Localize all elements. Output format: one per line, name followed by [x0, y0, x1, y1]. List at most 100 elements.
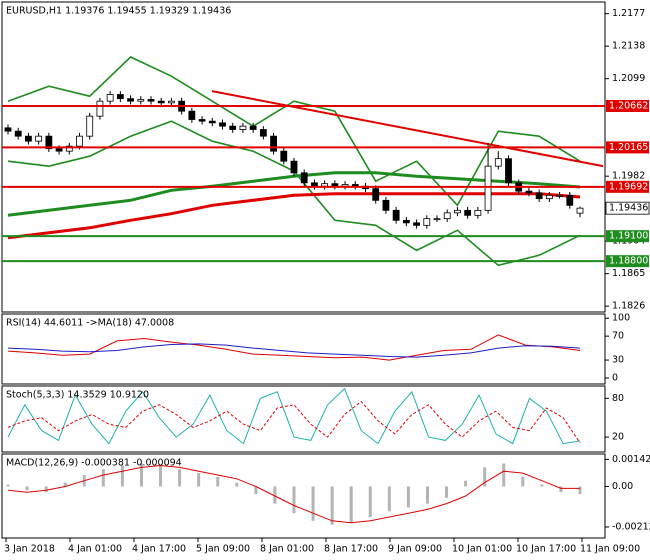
y-tick-label: 0.00142 [612, 454, 650, 465]
level-label-box [606, 230, 649, 243]
candle-body [157, 100, 165, 104]
candle-body [168, 100, 175, 104]
indicator-line [7, 334, 581, 361]
candle-body [566, 194, 574, 206]
panel-title: RSI(14) 44.6011 ->MA(18) 47.0008 [6, 318, 174, 329]
candle-body [86, 115, 94, 137]
y-tick-label: 1.2099 [612, 73, 645, 84]
candle-body [137, 99, 145, 102]
indicator-line [7, 400, 581, 444]
y-tick-label: 1.1826 [612, 301, 645, 312]
level-label-box [606, 141, 649, 154]
level-label-box [606, 180, 649, 193]
histogram-bar [254, 486, 258, 495]
y-tick-label: -0.002122 [612, 521, 650, 532]
histogram-bar [445, 486, 449, 498]
candle-body [505, 158, 512, 184]
signal-line [7, 464, 580, 524]
candle-body [484, 165, 492, 211]
panel-frame [1, 385, 606, 453]
x-tick-label: 10 Jan 01:00 [452, 544, 512, 555]
x-tick-label: 3 Jan 2018 [4, 544, 55, 555]
histogram-bar [139, 463, 143, 487]
level-label: 1.19692 [609, 181, 648, 192]
candle-body [535, 192, 543, 200]
last-price-box [605, 201, 650, 215]
candle-body [106, 94, 114, 102]
candle-body [208, 120, 216, 124]
panel-frame [1, 453, 606, 539]
candle-body [413, 222, 420, 226]
level-label: 1.19100 [609, 231, 648, 242]
level-label-box [606, 255, 649, 268]
level-label: 1.20662 [609, 101, 648, 112]
histogram-bar [521, 476, 525, 487]
histogram-bar [235, 482, 239, 487]
candle-body [311, 182, 318, 187]
candle-body [474, 209, 482, 216]
histogram-bar [63, 482, 67, 487]
candle-body [545, 194, 553, 200]
candle-body [525, 190, 533, 194]
histogram-bar [464, 480, 468, 487]
x-tick-label: 8 Jan 01:00 [260, 544, 314, 555]
candle-body [116, 94, 124, 100]
candle-body [280, 150, 288, 162]
y-tick-label: 1.2138 [612, 41, 645, 52]
histogram-bar [120, 465, 124, 487]
candle-body [127, 98, 134, 102]
histogram-bar [330, 486, 334, 525]
y-tick-label: 0 [612, 373, 618, 384]
histogram-bar [368, 486, 372, 517]
histogram-bar [559, 486, 563, 493]
candle-body [45, 135, 53, 150]
y-tick-label: 100 [612, 313, 630, 324]
candle-body [372, 188, 380, 201]
candle-body [198, 119, 206, 122]
candle-body [239, 125, 247, 130]
overlay-line [7, 56, 581, 207]
candle-body [147, 99, 155, 102]
panel-frame [1, 1, 606, 313]
histogram-bar [502, 463, 506, 487]
histogram-bar [311, 486, 315, 521]
histogram-bar [425, 486, 429, 504]
histogram-bar [178, 469, 182, 487]
y-tick-label: 0.00 [612, 481, 633, 492]
x-tick-label: 5 Jan 09:00 [196, 544, 250, 555]
candle-body [464, 209, 472, 216]
histogram-bar [292, 486, 296, 514]
x-tick-label: 9 Jan 09:00 [388, 544, 442, 555]
level-label: 1.20165 [609, 142, 648, 153]
level-label: 1.18800 [609, 256, 648, 267]
indicator-line [7, 387, 581, 445]
histogram-bar [197, 473, 201, 487]
histogram-bar [25, 486, 29, 491]
candle-body [55, 148, 63, 152]
last-price-label: 1.19436 [609, 203, 648, 214]
x-tick-label: 10 Jan 17:00 [516, 544, 576, 555]
overlay-line [7, 171, 581, 217]
x-tick-label: 4 Jan 17:00 [132, 544, 186, 555]
histogram-bar [273, 486, 277, 504]
candle-body [556, 194, 563, 197]
candle-body [188, 110, 196, 120]
y-tick-label: 30 [612, 355, 624, 366]
candle-body [433, 218, 441, 221]
histogram-bar [44, 486, 48, 493]
candle-body [229, 125, 237, 130]
candle-body [321, 183, 329, 187]
panel-frame [1, 313, 606, 385]
y-tick-label: 70 [612, 331, 624, 342]
x-tick-label: 11 Jan 09:00 [580, 544, 640, 555]
candle-body [35, 135, 43, 142]
candle-body [249, 125, 257, 130]
candle-body [290, 160, 298, 174]
panel-title: Stoch(5,3,3) 14.3529 10.9120 [6, 390, 149, 401]
candle-body [402, 219, 410, 224]
candle-body [219, 122, 226, 127]
candle-body [443, 212, 451, 220]
